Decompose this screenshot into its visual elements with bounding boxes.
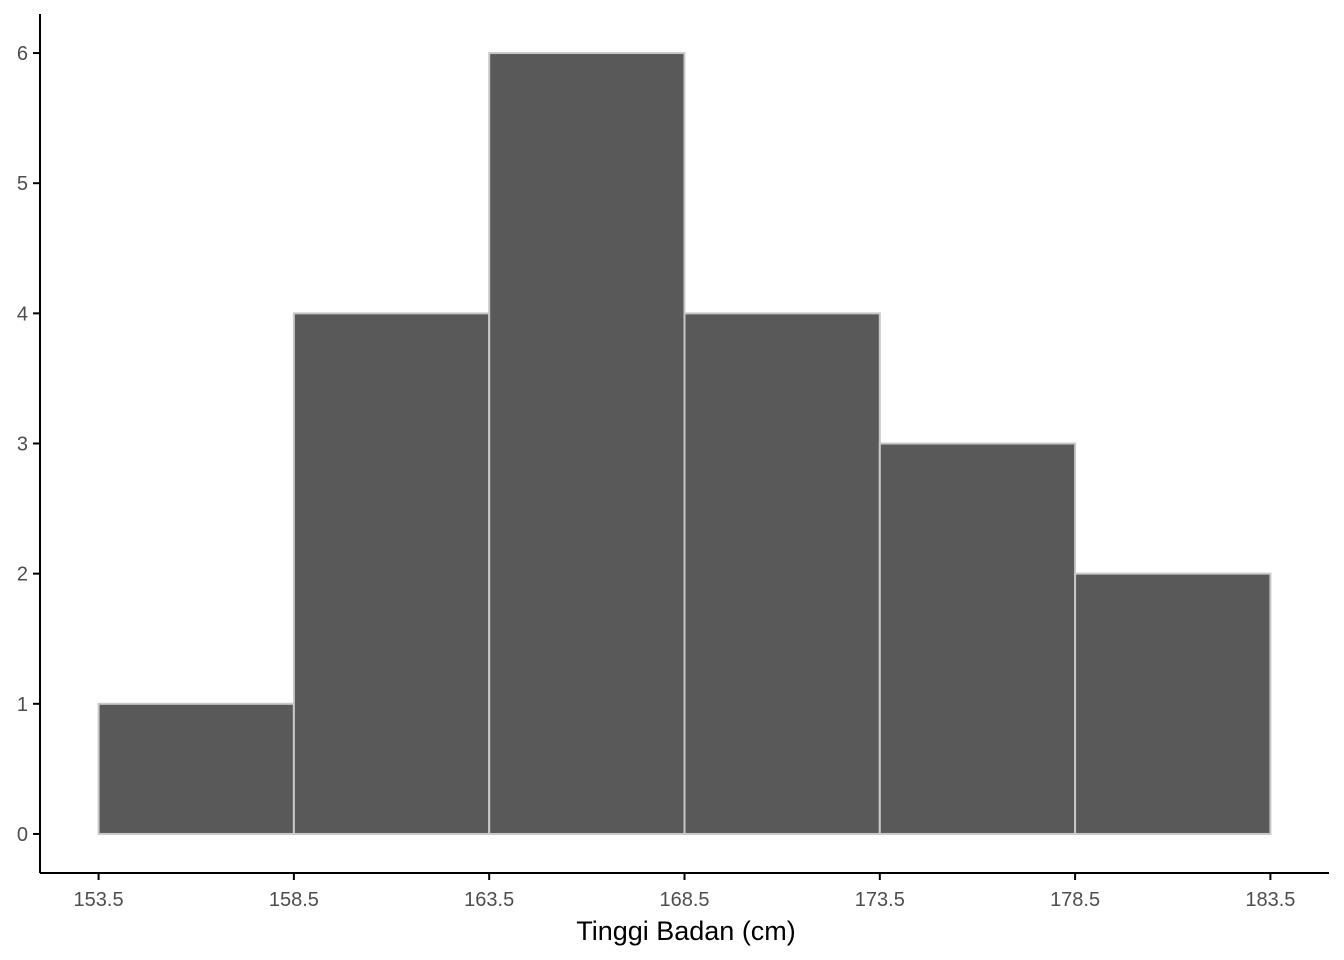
x-axis: 153.5 158.5 163.5 168.5 173.5 178.5 183.5 xyxy=(40,872,1329,911)
y-tick-label: 4 xyxy=(17,303,28,325)
x-tick-label: 163.5 xyxy=(464,889,514,911)
bars-group xyxy=(97,52,1272,835)
y-tick-label: 3 xyxy=(17,434,28,456)
histogram-bar xyxy=(97,702,295,835)
histogram-bar xyxy=(878,442,1077,835)
x-axis-title: Tinggi Badan (cm) xyxy=(576,916,796,946)
x-tick-label: 168.5 xyxy=(659,889,709,911)
x-tick-label: 183.5 xyxy=(1245,889,1295,911)
y-axis: 0 1 2 3 4 5 6 xyxy=(17,14,41,873)
x-tick-label: 153.5 xyxy=(74,889,124,911)
y-tick-label: 0 xyxy=(17,824,28,846)
y-tick-label: 6 xyxy=(17,43,28,65)
y-tick-label: 1 xyxy=(17,694,28,716)
histogram-bar xyxy=(292,312,491,835)
histogram-bar xyxy=(488,52,686,835)
x-tick-label: 178.5 xyxy=(1050,889,1100,911)
y-tick-label: 2 xyxy=(17,564,28,586)
x-tick-label: 158.5 xyxy=(269,889,319,911)
histogram-bar xyxy=(1074,572,1272,835)
y-tick-label: 5 xyxy=(17,173,28,195)
x-tick-label: 173.5 xyxy=(855,889,905,911)
histogram-bar xyxy=(683,312,881,835)
